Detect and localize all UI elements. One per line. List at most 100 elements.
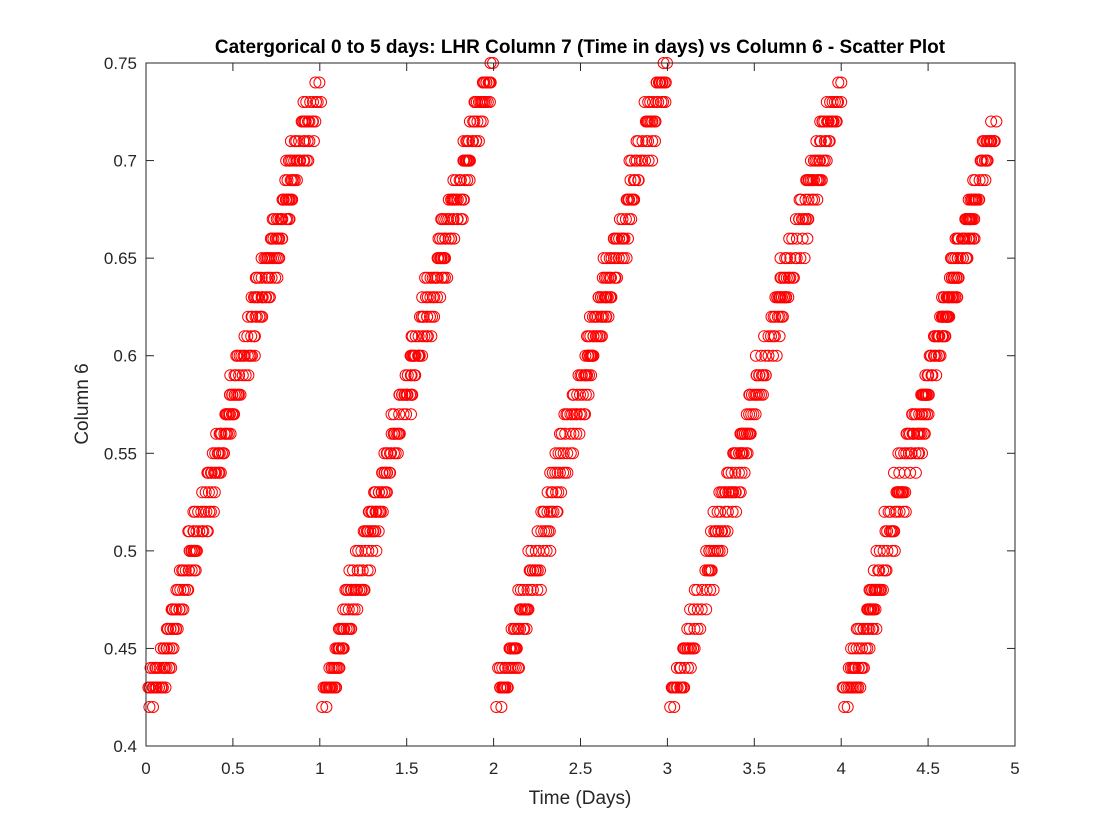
scatter-point [364, 564, 376, 577]
scatter-point [361, 564, 374, 577]
scatter-point [281, 174, 294, 187]
scatter-point [767, 349, 779, 362]
scatter-point [193, 525, 206, 538]
scatter-point [467, 135, 479, 148]
scatter-point [632, 174, 645, 187]
x-tick-label: 2 [489, 759, 498, 778]
scatter-point [570, 408, 583, 421]
scatter-point [164, 622, 177, 635]
scatter-point [376, 505, 389, 518]
scatter-point [870, 622, 883, 635]
scatter-point [876, 583, 889, 596]
scatter-point [316, 701, 329, 713]
x-tick-label: 0 [141, 759, 150, 778]
scatter-point [187, 525, 200, 538]
y-tick-label: 0.65 [104, 249, 137, 268]
x-tick-label: 4.5 [916, 759, 940, 778]
scatter-point [428, 291, 441, 304]
scatter-point [854, 681, 867, 694]
scatter-point [718, 525, 731, 538]
scatter-point [678, 661, 691, 674]
scatter-point [893, 505, 906, 518]
scatter-point [294, 154, 307, 167]
scatter-point [613, 232, 626, 245]
scatter-point [691, 603, 704, 616]
scatter-point [597, 252, 610, 265]
scatter-point [605, 271, 617, 284]
x-axis-label: Time (Days) [529, 788, 632, 809]
y-tick-label: 0.7 [113, 152, 137, 171]
scatter-point [189, 564, 202, 577]
scatter-point [973, 193, 986, 206]
scatter-point [144, 661, 157, 674]
scatter-point [348, 603, 361, 616]
scatter-point [553, 466, 566, 479]
scatter-point [501, 681, 514, 694]
scatter-point [366, 505, 379, 518]
scatter-point [337, 642, 350, 655]
scatter-point [647, 96, 659, 108]
scatter-point [820, 154, 833, 167]
scatter-point [538, 505, 551, 518]
scatter-point [863, 622, 876, 635]
scatter-point [205, 486, 218, 499]
scatter-point [309, 115, 322, 128]
scatter-point [884, 505, 897, 518]
scatter-point [409, 349, 422, 362]
scatter-point [369, 525, 382, 538]
scatter-point [863, 642, 876, 655]
scatter-point [611, 271, 623, 284]
scatter-point [543, 525, 556, 538]
scatter-point [956, 252, 969, 265]
scatter-point [393, 427, 406, 440]
scatter-point [380, 486, 393, 499]
scatter-point [514, 583, 527, 596]
scatter-point [602, 310, 615, 323]
scatter-point [628, 193, 641, 206]
scatter-point [852, 661, 865, 674]
scatter-point [224, 369, 237, 382]
scatter-point [496, 661, 509, 674]
scatter-point [943, 310, 956, 323]
scatter-point [456, 213, 469, 226]
scatter-point [525, 544, 538, 557]
scatter-point [347, 564, 359, 577]
scatter-point [448, 232, 461, 245]
scatter-point [547, 505, 560, 518]
scatter-point [451, 213, 464, 226]
scatter-point [468, 115, 481, 128]
scatter-point [694, 622, 707, 635]
scatter-point [762, 349, 775, 362]
scatter-point [757, 369, 770, 382]
scatter-point [242, 369, 255, 382]
scatter-point [397, 408, 410, 421]
scatter-point [561, 447, 574, 460]
scatter-point [424, 291, 437, 304]
scatter-point [570, 427, 583, 440]
scatter-point [582, 388, 595, 401]
scatter-point [909, 447, 922, 460]
scatter-point [167, 642, 180, 655]
scatter-point [909, 466, 922, 479]
scatter-point [575, 408, 588, 421]
y-tick-label: 0.45 [104, 639, 137, 658]
scatter-point [787, 271, 800, 284]
scatter-point [564, 427, 577, 440]
scatter-point [683, 622, 696, 635]
scatter-point [726, 505, 739, 518]
scatter-point [646, 154, 659, 167]
scatter-point [445, 232, 458, 245]
scatter-point [869, 603, 882, 616]
scatter-point [664, 701, 677, 713]
scatter-point [642, 135, 655, 148]
scatter-point [700, 583, 713, 596]
scatter-point [755, 349, 768, 362]
scatter-point [356, 564, 369, 577]
scatter-point [573, 427, 586, 440]
scatter-point [205, 466, 218, 479]
scatter-point [239, 369, 252, 382]
scatter-point [881, 525, 894, 538]
scatter-point [567, 427, 580, 440]
scatter-point [721, 505, 734, 518]
scatter-point [968, 232, 981, 245]
